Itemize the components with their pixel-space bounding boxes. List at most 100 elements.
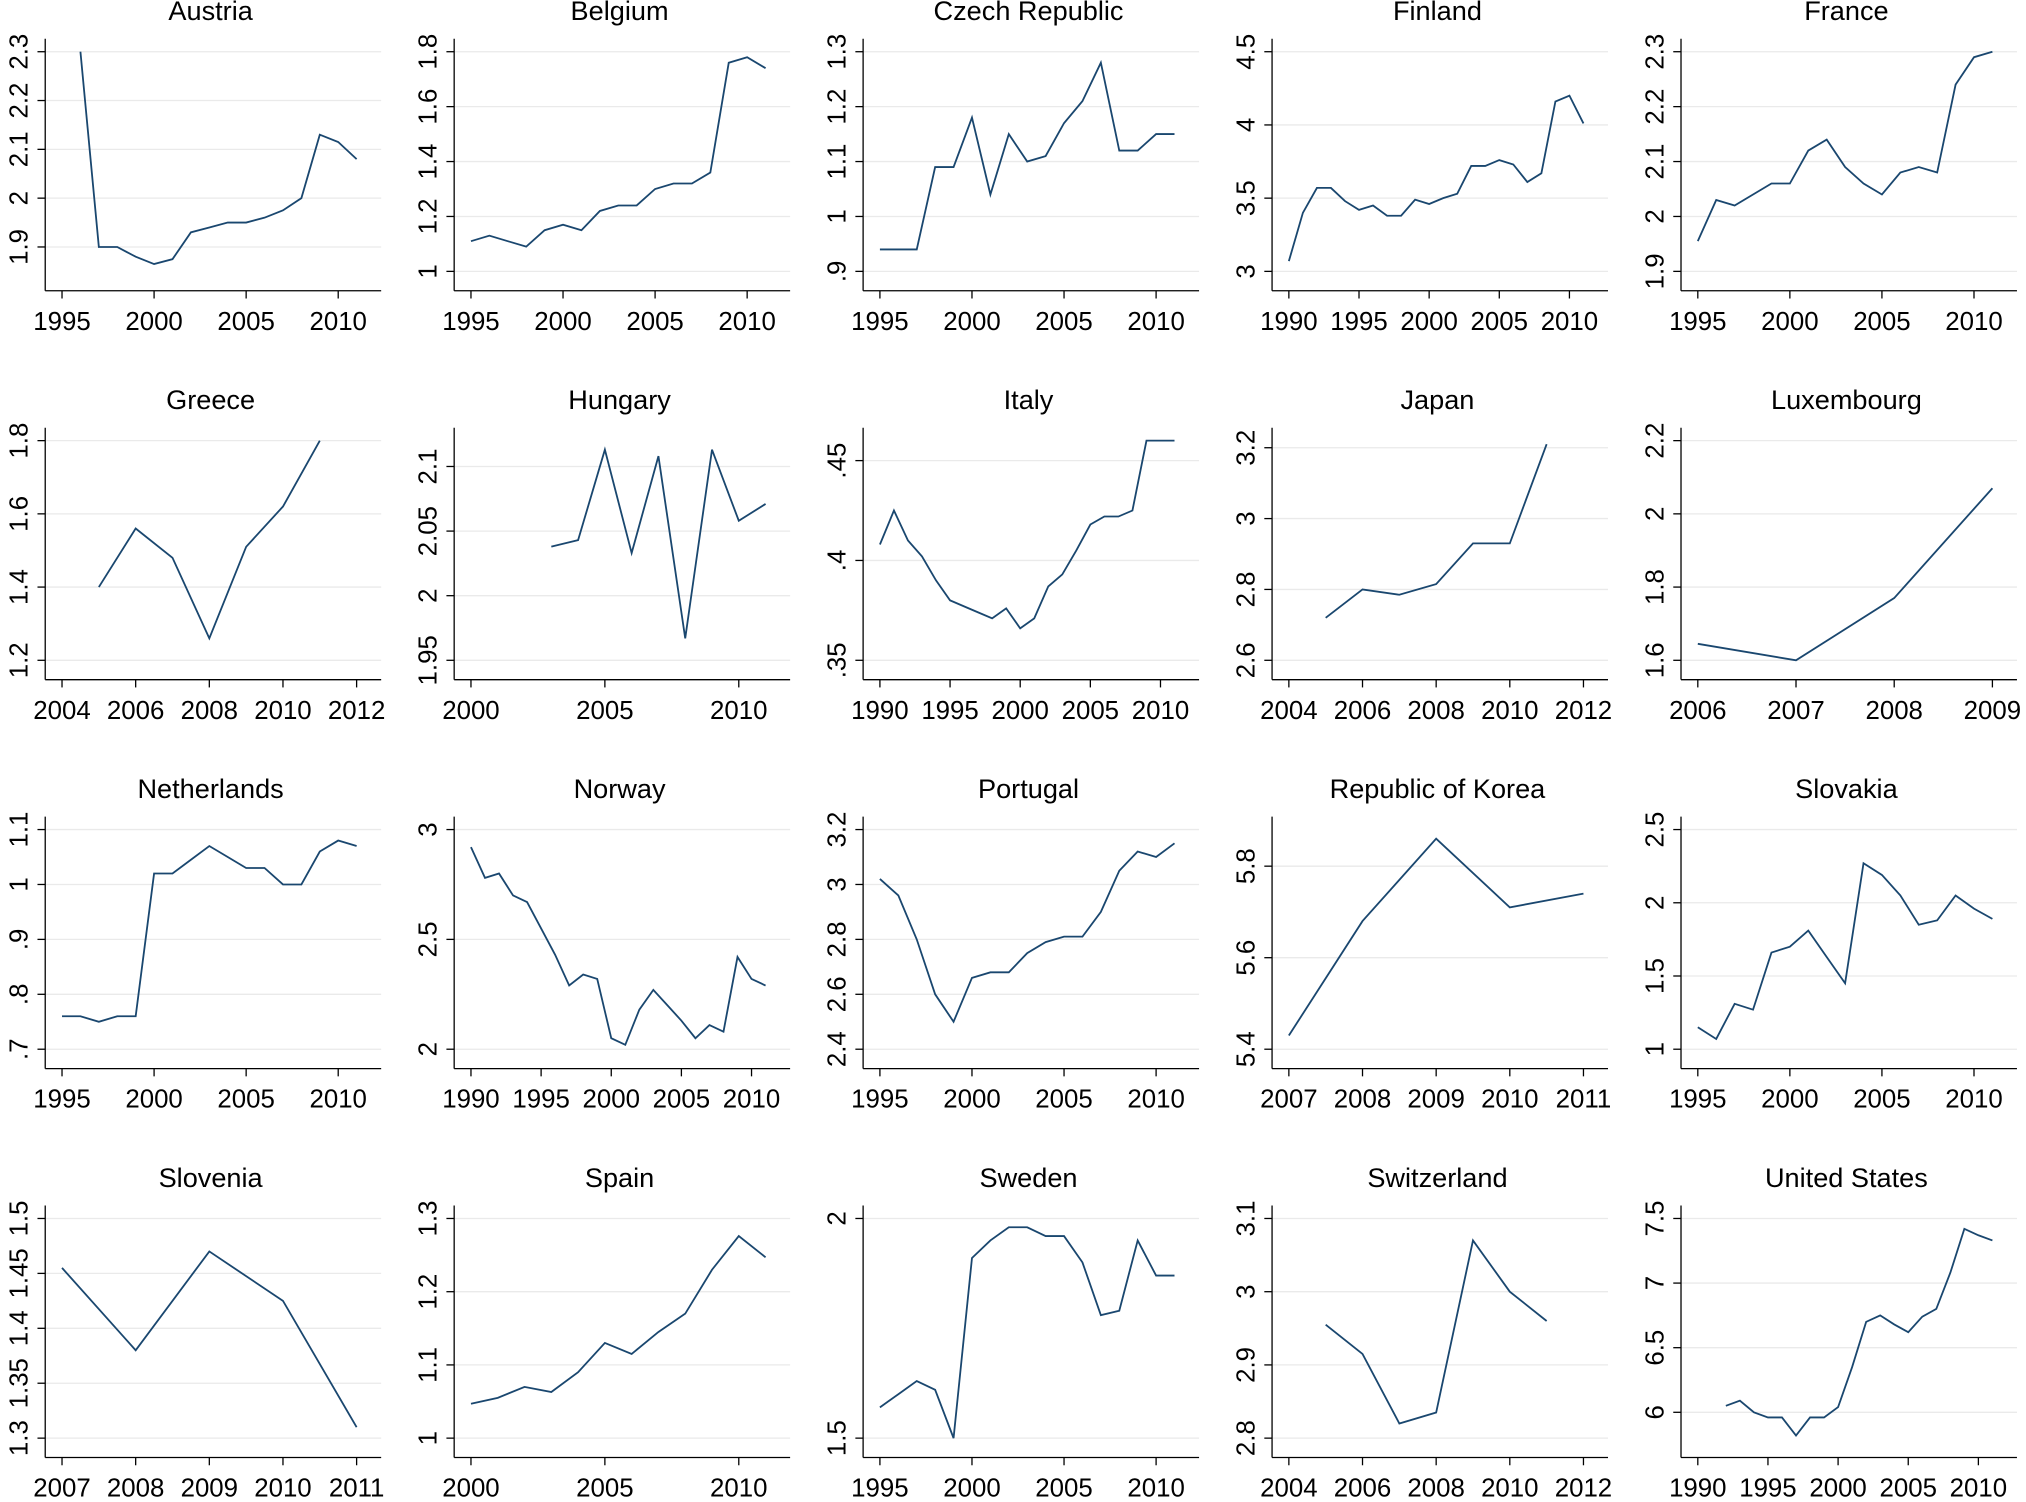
x-tick-label: 2008 bbox=[1407, 697, 1464, 725]
x-tick-label: 2004 bbox=[33, 697, 90, 725]
y-tick-label: 4 bbox=[1232, 118, 1260, 132]
chart-title: Greece bbox=[166, 384, 255, 415]
x-tick-label: 2004 bbox=[1260, 697, 1317, 725]
y-tick-label: 1.1 bbox=[6, 812, 34, 848]
x-tick-label: 2005 bbox=[1880, 1475, 1937, 1502]
x-tick-label: 2000 bbox=[991, 697, 1048, 725]
y-tick-label: .9 bbox=[823, 261, 851, 283]
y-tick-label: .7 bbox=[6, 1038, 34, 1060]
y-tick-label: 1.5 bbox=[6, 1201, 34, 1237]
x-tick-label: 2005 bbox=[1471, 308, 1528, 336]
y-tick-label: 3 bbox=[823, 877, 851, 891]
y-tick-label: 1.3 bbox=[823, 34, 851, 70]
chart-title: Czech Republic bbox=[934, 0, 1124, 26]
x-tick-label: 2010 bbox=[710, 697, 767, 725]
x-tick-label: 2009 bbox=[1407, 1086, 1464, 1114]
x-tick-label: 1995 bbox=[921, 697, 978, 725]
data-line bbox=[98, 440, 321, 641]
data-line bbox=[879, 59, 1175, 251]
y-tick-label: 5.4 bbox=[1232, 1031, 1260, 1067]
x-tick-label: 1995 bbox=[512, 1086, 569, 1114]
y-tick-label: 5.8 bbox=[1232, 848, 1260, 884]
x-tick-label: 1995 bbox=[1739, 1475, 1796, 1502]
y-tick-label: 1.4 bbox=[6, 1310, 34, 1346]
y-tick-label: 1.4 bbox=[6, 569, 34, 605]
y-tick-label: 1.3 bbox=[414, 1201, 442, 1237]
x-tick-label: 2011 bbox=[1556, 1086, 1612, 1114]
data-line bbox=[470, 846, 766, 1047]
y-tick-label: 2.05 bbox=[414, 506, 442, 556]
x-tick-label: 2010 bbox=[1127, 1086, 1184, 1114]
y-tick-label: 1.5 bbox=[1641, 958, 1669, 994]
x-tick-label: 2005 bbox=[1035, 308, 1092, 336]
y-tick-label: 2.1 bbox=[414, 449, 442, 485]
x-tick-label: 2011 bbox=[329, 1475, 385, 1502]
y-tick-label: 3 bbox=[1232, 264, 1260, 278]
x-tick-label: 2009 bbox=[181, 1475, 238, 1502]
y-tick-label: 2.6 bbox=[1232, 642, 1260, 678]
x-tick-label: 2010 bbox=[254, 1475, 311, 1502]
y-tick-label: 6 bbox=[1641, 1405, 1669, 1419]
chart-title: Norway bbox=[574, 773, 666, 804]
y-tick-label: .9 bbox=[6, 929, 34, 951]
data-line bbox=[1287, 94, 1585, 262]
y-tick-label: 2.2 bbox=[1641, 89, 1669, 125]
x-tick-label: 2012 bbox=[1555, 697, 1612, 725]
x-tick-label: 2010 bbox=[1945, 308, 2002, 336]
chart-title: Republic of Korea bbox=[1330, 773, 1547, 804]
chart-title: Hungary bbox=[568, 384, 671, 415]
data-line bbox=[470, 1234, 767, 1405]
y-tick-label: 3.2 bbox=[823, 812, 851, 848]
x-tick-label: 2010 bbox=[1127, 1475, 1184, 1502]
chart-title: United States bbox=[1765, 1162, 1928, 1193]
y-tick-label: 2.8 bbox=[1232, 1420, 1260, 1456]
x-tick-label: 1995 bbox=[1669, 1086, 1726, 1114]
y-tick-label: 1.9 bbox=[6, 229, 34, 265]
y-tick-label: 2 bbox=[414, 1042, 442, 1056]
y-tick-label: 1.2 bbox=[414, 199, 442, 235]
y-tick-label: 5.6 bbox=[1232, 940, 1260, 976]
x-tick-label: 2010 bbox=[1541, 308, 1598, 336]
x-tick-label: 2012 bbox=[1555, 1475, 1612, 1502]
y-tick-label: 1.3 bbox=[6, 1420, 34, 1456]
y-tick-label: 7 bbox=[1641, 1276, 1669, 1290]
x-tick-label: 2000 bbox=[943, 308, 1000, 336]
y-tick-label: 2.5 bbox=[414, 921, 442, 957]
data-line bbox=[1325, 443, 1548, 619]
data-line bbox=[470, 56, 767, 248]
x-tick-label: 1995 bbox=[1330, 308, 1387, 336]
data-line bbox=[1325, 1238, 1548, 1425]
x-tick-label: 2005 bbox=[1853, 1086, 1910, 1114]
y-tick-label: 4.5 bbox=[1232, 34, 1260, 70]
x-tick-label: 2000 bbox=[583, 1086, 640, 1114]
chart-title: Austria bbox=[168, 0, 253, 26]
data-line bbox=[61, 1250, 358, 1428]
data-line bbox=[1696, 50, 1993, 242]
x-tick-label: 2000 bbox=[1761, 308, 1818, 336]
y-tick-label: 1.5 bbox=[823, 1420, 851, 1456]
y-tick-label: 2.1 bbox=[6, 131, 34, 167]
y-tick-label: 2 bbox=[1641, 507, 1669, 521]
y-tick-label: 1 bbox=[414, 1431, 442, 1445]
x-tick-label: 2000 bbox=[442, 697, 499, 725]
x-tick-label: 2010 bbox=[1950, 1475, 2007, 1502]
data-line bbox=[1697, 487, 1994, 662]
x-tick-label: 2005 bbox=[653, 1086, 710, 1114]
y-tick-label: 1.6 bbox=[414, 89, 442, 125]
y-tick-label: 2.6 bbox=[823, 976, 851, 1012]
x-tick-label: 2010 bbox=[718, 308, 775, 336]
x-tick-label: 2004 bbox=[1260, 1475, 1317, 1502]
y-tick-label: 1.2 bbox=[414, 1274, 442, 1310]
chart-title: Luxembourg bbox=[1771, 384, 1922, 415]
x-tick-label: 2010 bbox=[309, 308, 366, 336]
y-tick-label: 1.1 bbox=[823, 144, 851, 180]
y-tick-label: 1.8 bbox=[1641, 569, 1669, 605]
x-tick-label: 1995 bbox=[33, 308, 90, 336]
x-tick-label: 2008 bbox=[1407, 1475, 1464, 1502]
y-tick-label: 1.35 bbox=[6, 1358, 34, 1408]
y-tick-label: 7.5 bbox=[1641, 1201, 1669, 1237]
x-tick-label: 1990 bbox=[851, 697, 908, 725]
y-tick-label: 2.2 bbox=[6, 83, 34, 119]
x-tick-label: 2005 bbox=[576, 697, 633, 725]
x-tick-label: 2007 bbox=[1260, 1086, 1317, 1114]
